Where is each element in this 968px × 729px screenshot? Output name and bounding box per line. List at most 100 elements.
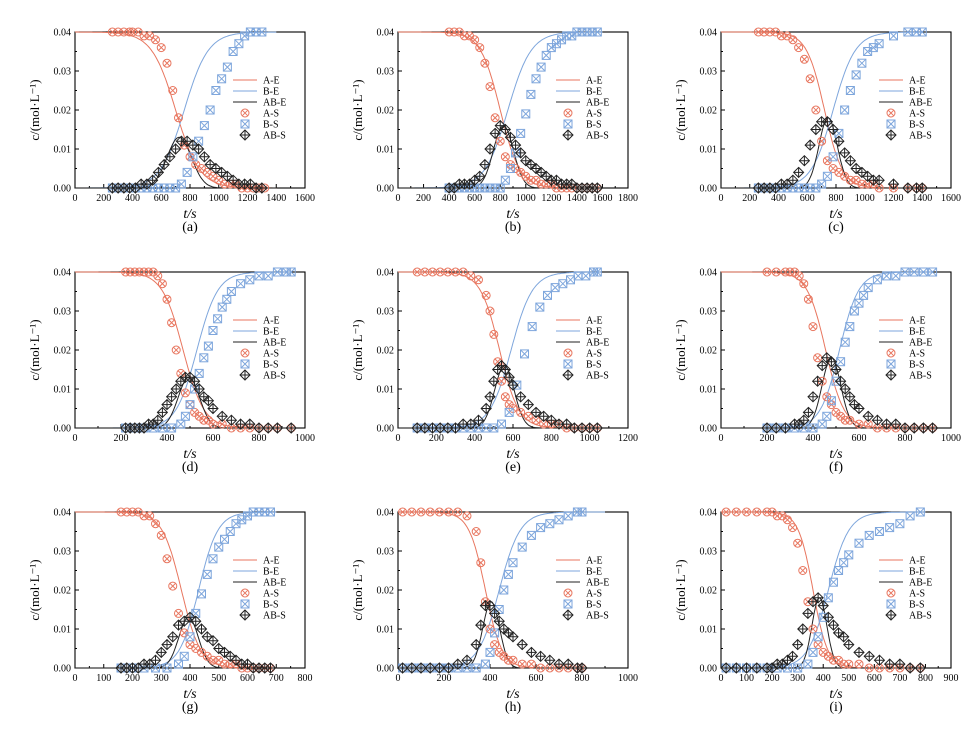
data-point (151, 519, 160, 529)
y-tick-label: 0.00 (377, 424, 395, 435)
data-point (213, 314, 223, 324)
series-line-A-E (398, 511, 605, 669)
data-point (202, 394, 215, 407)
legend-label: A-S (909, 109, 925, 120)
data-point (406, 662, 418, 674)
legend-marker (886, 588, 896, 598)
data-point (788, 523, 798, 533)
data-point (214, 655, 224, 665)
data-point (826, 396, 836, 406)
panel-label: (a) (182, 220, 198, 235)
series-line-A-E (75, 31, 277, 189)
chart-panel: 0 200 400 600 800 1000 0.00 0.01 0.02 0.03 0.04 t/s… (323, 480, 638, 720)
data-point (839, 383, 851, 395)
data-point (837, 631, 850, 643)
chart-panel: 0 200 400 600 800 1000 1200 1400 1600 0.00 0.01 0.0… (646, 0, 961, 240)
legend-label: B-S (909, 600, 925, 611)
x-tick-label: 300 (154, 673, 169, 684)
data-point (798, 154, 811, 167)
x-axis-title: t/s (506, 447, 520, 462)
data-point (545, 519, 555, 529)
x-axis-title: t/s (183, 447, 197, 462)
data-point (152, 414, 164, 426)
data-point (813, 353, 823, 363)
data-point (207, 634, 219, 647)
data-point (798, 414, 810, 426)
data-point (788, 35, 798, 45)
data-point (844, 154, 857, 167)
data-point (244, 418, 256, 430)
legend-marker (885, 129, 897, 141)
y-tick-label: 0.00 (54, 184, 72, 195)
data-point (256, 182, 268, 194)
data-point (433, 662, 446, 674)
data-point (171, 345, 181, 355)
data-point (591, 422, 604, 434)
data-point (762, 267, 772, 277)
y-tick-label: 0.02 (377, 586, 395, 597)
data-point (500, 152, 510, 162)
data-point (195, 623, 208, 635)
legend-marker (239, 369, 251, 381)
x-tick-label: 800 (829, 193, 844, 204)
data-point (834, 566, 844, 575)
data-point (228, 47, 238, 56)
data-point (194, 368, 204, 378)
data-point (497, 419, 506, 429)
y-tick-label: 0.03 (54, 547, 72, 558)
series-AB-S (752, 115, 928, 194)
x-tick-label: 600 (506, 433, 521, 444)
data-point (452, 658, 464, 670)
data-point (190, 615, 202, 627)
legend-marker (886, 348, 896, 358)
legend-label: B-S (909, 120, 925, 131)
data-point (180, 411, 190, 421)
data-point (218, 646, 231, 659)
data-point (536, 62, 546, 72)
data-point (811, 105, 821, 115)
data-point (490, 628, 500, 638)
data-point (164, 151, 176, 163)
data-point (915, 507, 925, 517)
data-point (771, 267, 781, 277)
legend-marker (563, 599, 573, 609)
data-point (471, 527, 481, 536)
data-point (245, 275, 255, 285)
data-point (156, 406, 169, 419)
series-AB-S (115, 611, 277, 674)
x-tick-label: 700 (892, 673, 907, 684)
data-point (844, 391, 856, 403)
y-tick-label: 0.01 (54, 385, 72, 396)
legend-label: B-E (909, 327, 925, 338)
y-tick-label: 0.01 (377, 385, 395, 396)
data-point (444, 507, 454, 517)
data-point (817, 136, 827, 146)
data-point (804, 139, 816, 151)
legend-label: A-E (263, 556, 280, 567)
x-tick-label: 400 (125, 193, 140, 204)
data-point (526, 89, 536, 99)
data-point (880, 418, 893, 430)
x-tick-label: 1000 (209, 193, 229, 204)
data-point (803, 294, 813, 304)
data-point (145, 31, 155, 41)
data-point (453, 507, 463, 517)
legend-label: A-S (263, 349, 279, 360)
x-tick-label: 1600 (295, 193, 315, 204)
series-AB-S (761, 352, 939, 434)
data-point (503, 569, 513, 579)
y-tick-label: 0.04 (54, 508, 72, 519)
series-line-B-E (721, 511, 926, 669)
data-point (833, 135, 845, 147)
data-point (262, 422, 274, 434)
y-tick-label: 0.04 (700, 268, 718, 279)
data-point (882, 271, 892, 281)
y-tick-label: 0.01 (700, 625, 718, 636)
data-point (495, 183, 505, 193)
legend-label: A-E (586, 556, 603, 567)
data-point (243, 511, 252, 521)
chart-svg: 0 200 400 600 800 1000 1200 1400 1600 1800 0.00 0.0… (350, 27, 638, 222)
data-point (257, 27, 267, 37)
data-point (792, 166, 805, 179)
